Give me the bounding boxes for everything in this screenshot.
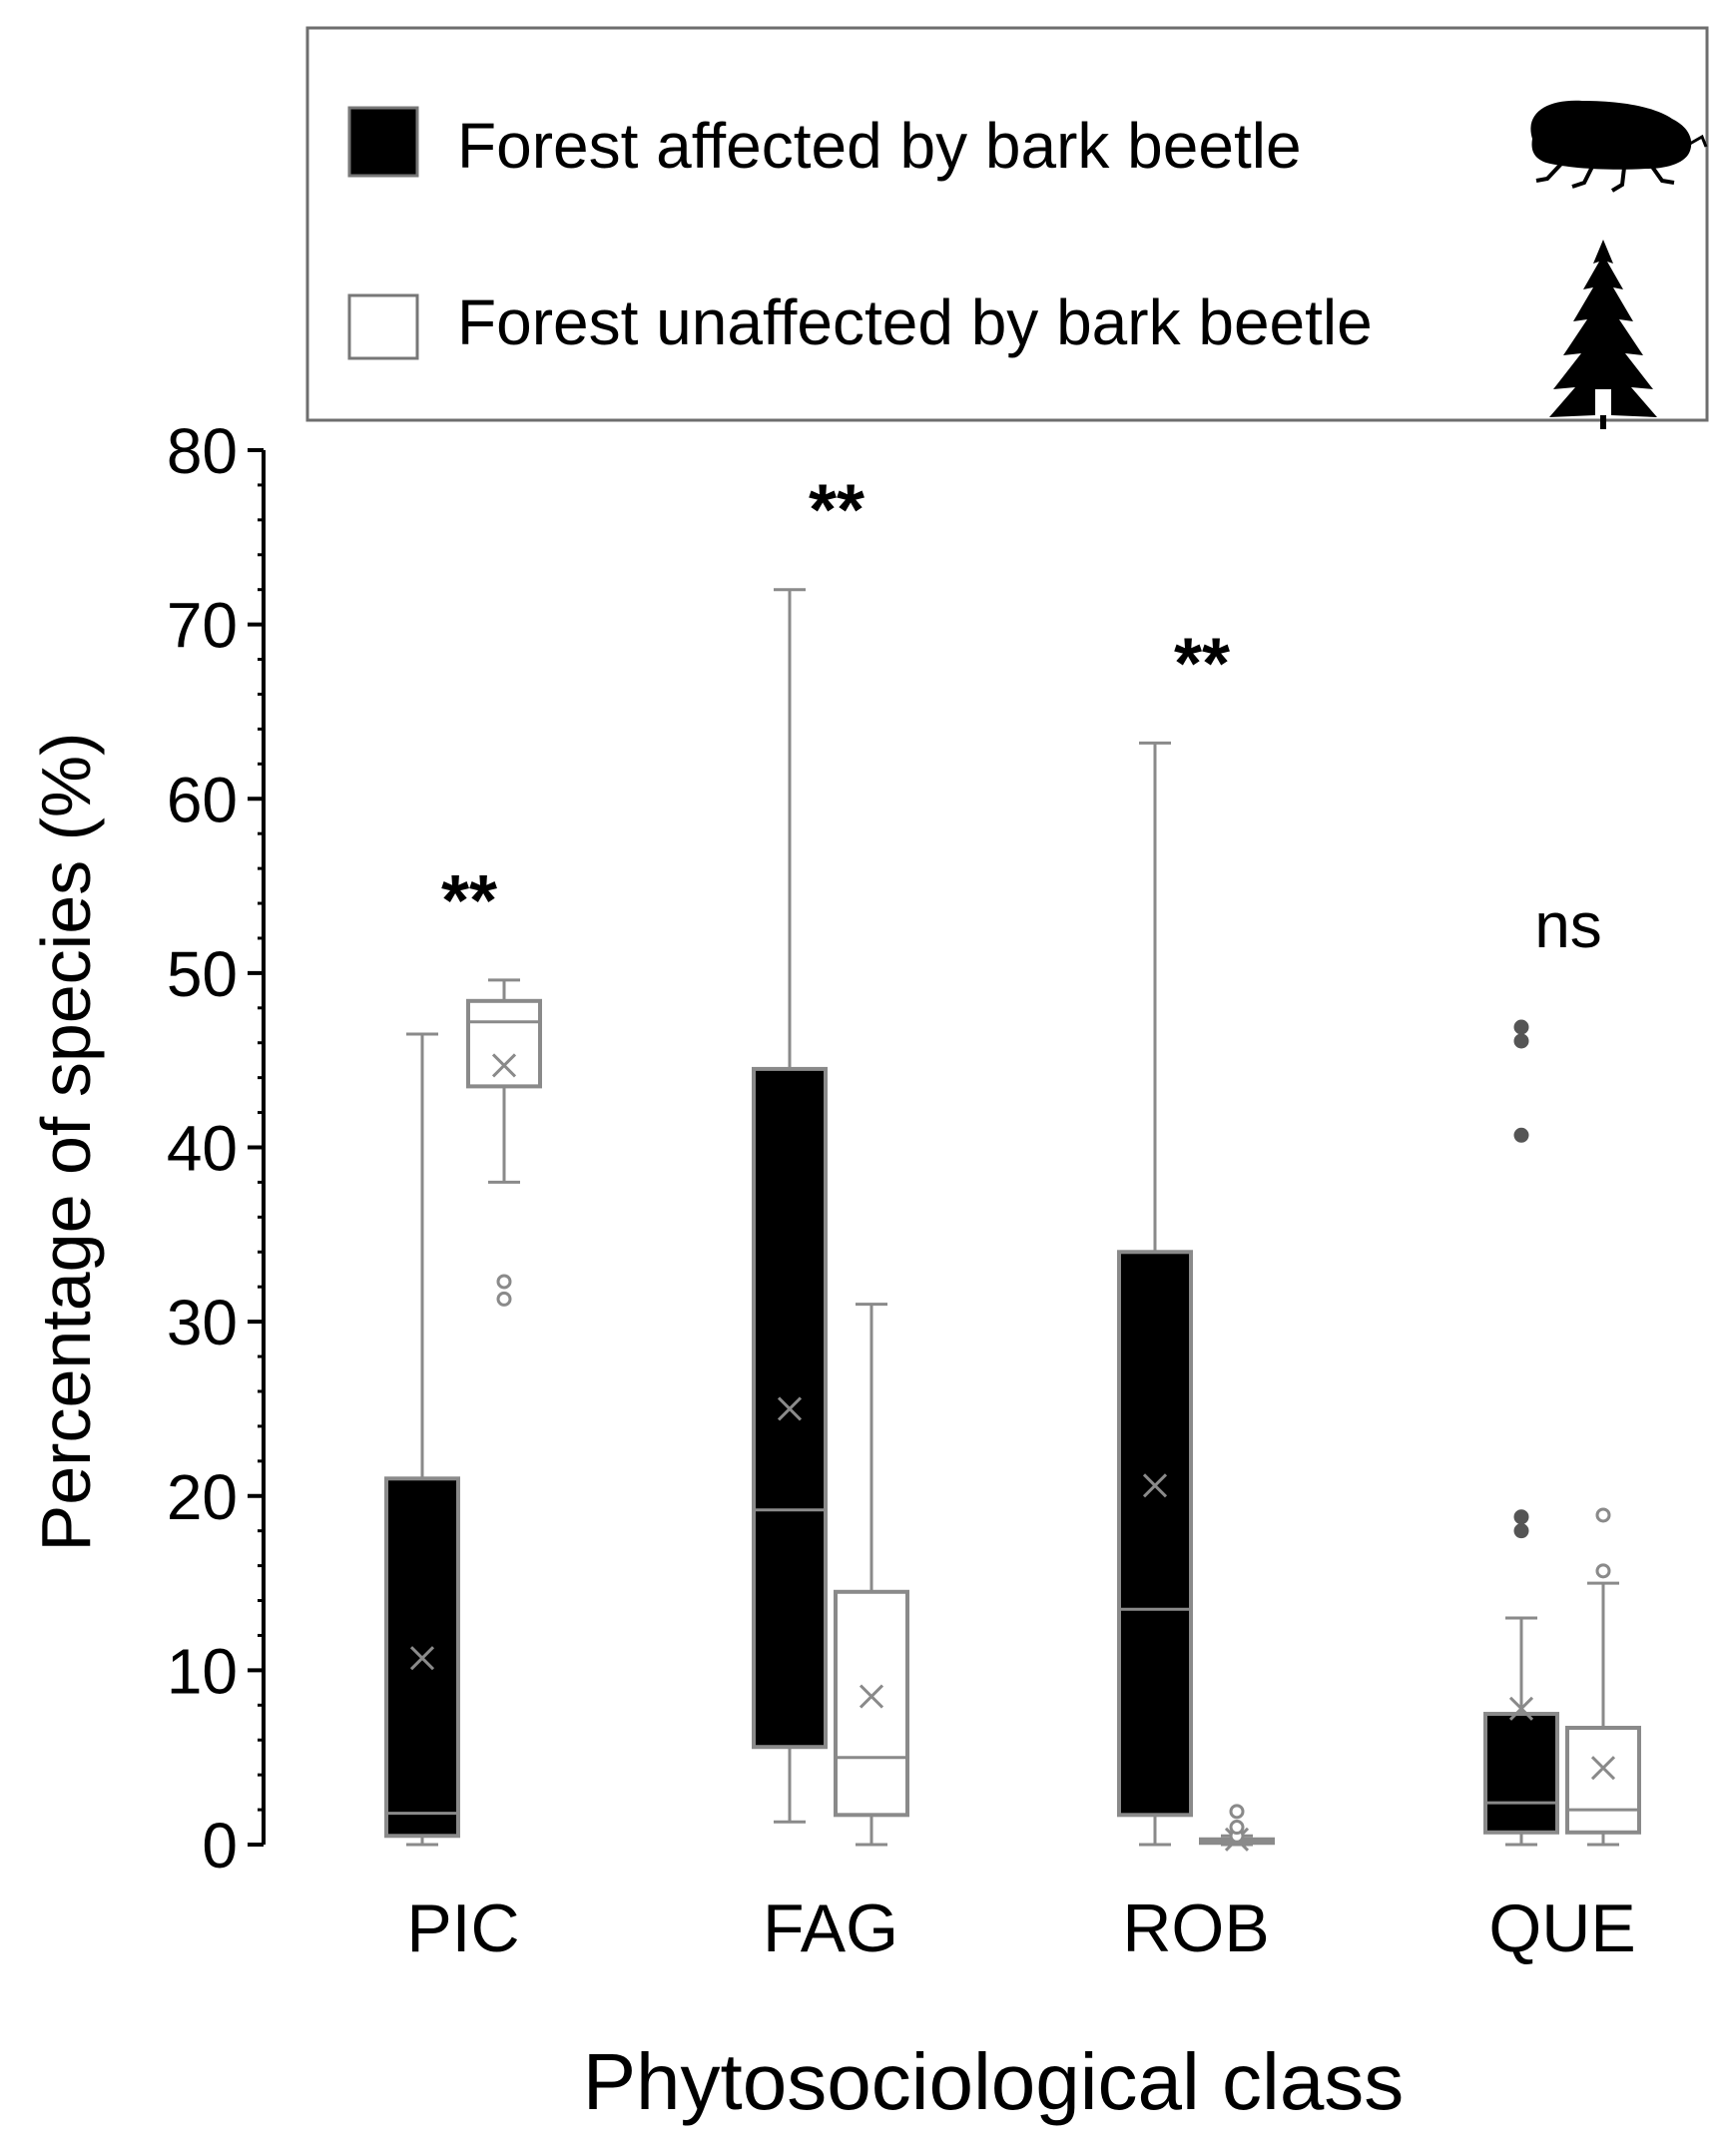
box-fag (752, 588, 828, 1824)
significance-label: ** (441, 861, 497, 941)
series-affected (384, 588, 1559, 1847)
legend-swatch-unaffected (347, 293, 419, 360)
y-tick-label: 0 (202, 1810, 238, 1882)
box-body (834, 1589, 909, 1818)
mean-marker (491, 1053, 517, 1078)
y-tick-label: 80 (167, 415, 238, 487)
y-axis-ticks (248, 448, 264, 1847)
category-label: QUE (1488, 1890, 1635, 1966)
outlier-point (496, 1274, 512, 1290)
legend-label-unaffected: Forest unaffected by bark beetle (457, 286, 1373, 358)
x-axis-label: Phytosociological class (583, 2037, 1405, 2126)
y-tick-label: 10 (167, 1635, 238, 1707)
mean-marker (777, 1396, 803, 1421)
mean-marker (1508, 1696, 1534, 1721)
box-que (1483, 1019, 1559, 1847)
x-axis-tick-labels: PIC FAG ROB QUE (406, 1890, 1635, 1966)
box-que (1565, 1507, 1641, 1847)
mean-marker (1142, 1473, 1168, 1498)
legend-label-affected: Forest affected by bark beetle (457, 110, 1302, 182)
outlier-point (1595, 1563, 1611, 1579)
series-unaffected (466, 978, 1641, 1852)
significance-label: ** (1174, 624, 1230, 704)
y-axis-tick-labels: 0 10 20 30 40 50 60 70 80 (167, 415, 238, 1882)
significance-labels: ** ** ** ns (441, 471, 1602, 961)
outlier-point (1513, 1033, 1529, 1049)
y-tick-label: 50 (167, 938, 238, 1010)
outlier-point (1229, 1820, 1245, 1836)
y-tick-label: 40 (167, 1113, 238, 1185)
y-axis-label: Percentage of species (%) (27, 733, 105, 1552)
box-fag (834, 1303, 909, 1847)
outlier-point (1513, 1019, 1529, 1035)
box-pic (384, 1032, 460, 1847)
y-tick-label: 60 (167, 764, 238, 835)
box-body (1565, 1726, 1641, 1835)
box-body (1117, 1250, 1193, 1818)
box-series (384, 588, 1641, 1852)
legend-swatch-affected (347, 106, 419, 178)
legend: Forest affected by bark beetle Forest un… (305, 26, 1709, 429)
mean-marker (1590, 1756, 1616, 1781)
outlier-point (1513, 1509, 1529, 1525)
box-rob (1199, 1804, 1275, 1852)
box-body (466, 998, 542, 1089)
box-rob (1117, 741, 1193, 1847)
significance-label: ns (1534, 889, 1602, 961)
outlier-point (1229, 1804, 1245, 1820)
y-tick-label: 30 (167, 1287, 238, 1358)
category-label: FAG (763, 1890, 898, 1966)
mean-marker (859, 1684, 884, 1709)
category-label: PIC (406, 1890, 519, 1966)
outlier-point (496, 1291, 512, 1307)
mean-marker (409, 1646, 435, 1671)
spruce-tree-icon (1549, 240, 1657, 429)
y-tick-label: 70 (167, 590, 238, 662)
box-body (1483, 1712, 1559, 1835)
outlier-point (1595, 1507, 1611, 1523)
bark-beetle-icon (1530, 100, 1708, 193)
significance-label: ** (809, 471, 864, 551)
box-pic (466, 978, 542, 1307)
outlier-point (1513, 1523, 1529, 1539)
y-tick-label: 20 (167, 1461, 238, 1533)
outlier-point (1513, 1127, 1529, 1143)
category-label: ROB (1122, 1890, 1269, 1966)
legend-frame (305, 26, 1709, 422)
